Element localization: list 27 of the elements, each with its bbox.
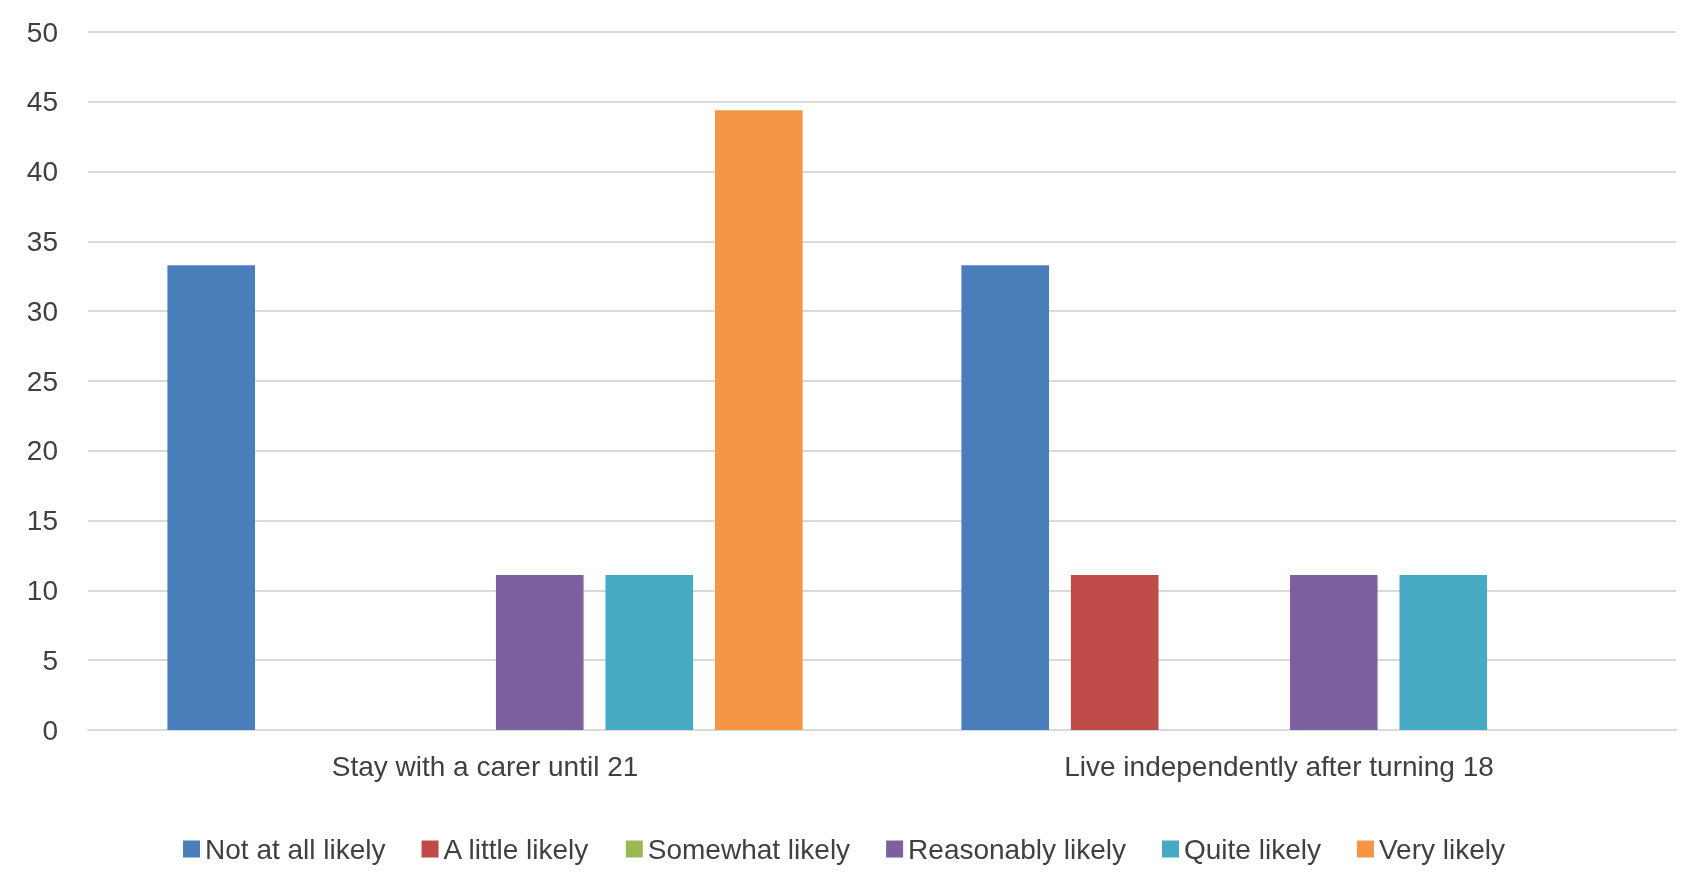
- y-tick-label: 40: [26, 156, 58, 188]
- bar: [495, 575, 584, 730]
- y-tick-label: 25: [26, 365, 58, 397]
- x-tick-label: Live independently after turning 18: [1064, 750, 1494, 782]
- legend-label: Not at all likely: [205, 833, 386, 865]
- y-tick-label: 0: [42, 714, 58, 746]
- legend-label: A little likely: [443, 833, 589, 865]
- bar: [1289, 575, 1378, 730]
- y-tick-label: 10: [26, 574, 58, 606]
- y-tick-label: 45: [26, 86, 58, 118]
- bar: [605, 575, 694, 730]
- legend-label: Quite likely: [1183, 833, 1321, 865]
- x-tick-label: Stay with a carer until 21: [331, 750, 639, 782]
- bar: [714, 110, 803, 730]
- bar: [1399, 575, 1488, 730]
- y-tick-label: 15: [26, 505, 58, 537]
- y-tick-label: 20: [26, 435, 58, 467]
- legend-label: Very likely: [1378, 833, 1505, 865]
- y-tick-label: 50: [26, 16, 58, 48]
- legend-label: Somewhat likely: [647, 833, 851, 865]
- y-tick-label: 30: [26, 295, 58, 327]
- bar: [961, 265, 1050, 730]
- legend-label: Reasonably likely: [908, 833, 1126, 865]
- bar: [167, 265, 256, 730]
- bar: [1070, 575, 1159, 730]
- y-tick-label: 35: [26, 225, 58, 257]
- y-tick-label: 5: [42, 644, 58, 676]
